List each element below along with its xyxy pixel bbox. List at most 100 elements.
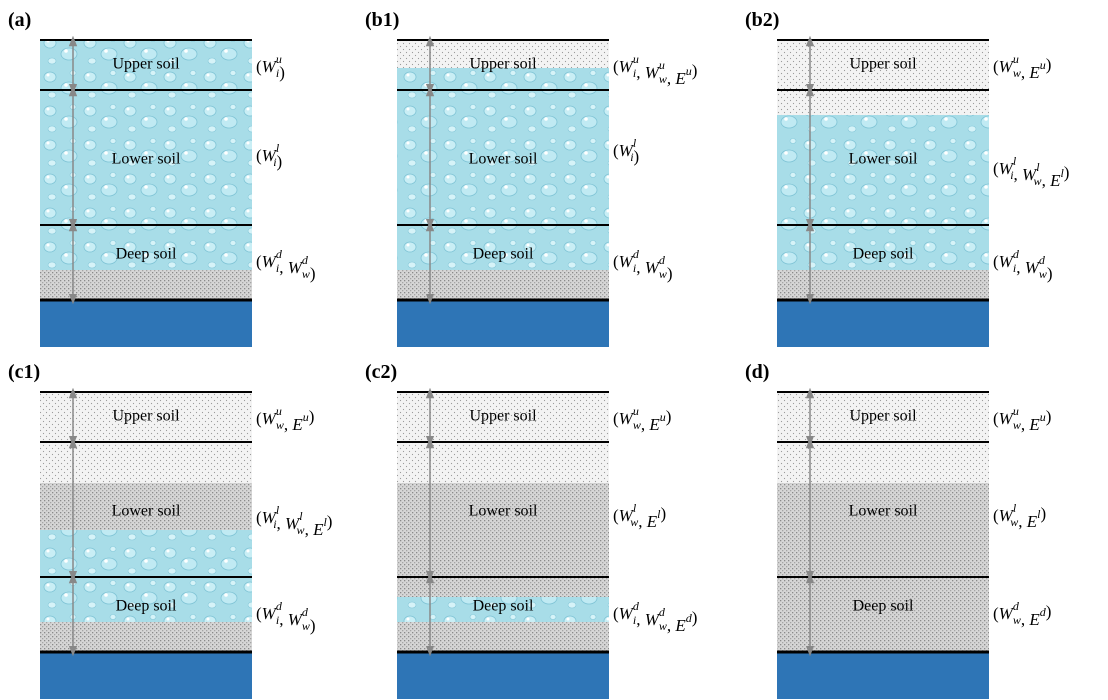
bracket: ) <box>692 61 698 80</box>
soil-fill <box>777 40 989 115</box>
term-base: E <box>1028 610 1040 629</box>
term-sup: d <box>302 253 309 267</box>
separator: , <box>641 415 650 434</box>
separator: , <box>1018 512 1027 531</box>
term-base: E <box>1026 512 1038 531</box>
soil-fill <box>777 270 989 300</box>
separator: , <box>305 520 314 539</box>
panel-label: (d) <box>745 361 769 383</box>
bracket: ) <box>1064 163 1070 182</box>
term-sub: w <box>1010 515 1018 529</box>
layer-name: Deep soil <box>473 598 534 615</box>
bracket: ) <box>660 504 666 523</box>
separator: , <box>636 63 645 82</box>
term-base: E <box>1028 63 1040 82</box>
term-sup: u <box>276 404 282 418</box>
layer-annotation: (Wdw, Ed) <box>993 599 1051 629</box>
layer-name: Lower soil <box>112 151 181 168</box>
term-sub: w <box>297 523 305 537</box>
layer-annotation: (Wlw, El) <box>993 501 1046 531</box>
layer-name: Upper soil <box>849 408 917 425</box>
bracket: ) <box>310 616 316 635</box>
diagram: (a)Upper soil(Wui)Lower soil(Wli)Deep so… <box>0 0 1108 700</box>
layer-annotation: (Wui, Wuw, Eu) <box>613 52 697 88</box>
soil-fill <box>397 483 609 597</box>
term-base: E <box>312 520 324 539</box>
panel: (b1)Upper soil(Wui, Wuw, Eu)Lower soil(W… <box>365 9 697 347</box>
term-sup: u <box>1013 404 1019 418</box>
bracket: ) <box>309 407 315 426</box>
layer-name: Lower soil <box>469 503 538 520</box>
panel-label: (b2) <box>745 9 779 31</box>
bedrock <box>397 652 609 699</box>
term-base: E <box>674 69 686 88</box>
term-sup: u <box>1013 52 1019 66</box>
soil-fill <box>397 68 609 270</box>
bracket: ) <box>277 152 283 171</box>
layer-annotation: (Wli, Wlw, El) <box>993 154 1069 190</box>
panel-label: (c1) <box>8 361 40 383</box>
term-sup: l <box>633 501 637 515</box>
bracket: ) <box>1046 55 1052 74</box>
bracket: ) <box>1040 504 1046 523</box>
soil-fill <box>40 622 252 652</box>
layer-name: Lower soil <box>849 503 918 520</box>
layer-name: Upper soil <box>849 56 917 73</box>
separator: , <box>636 258 645 277</box>
layer-annotation: (Wdi, Wdw) <box>993 247 1053 283</box>
term-sup: l <box>299 509 303 523</box>
soil-fill <box>397 622 609 652</box>
term-sup: u <box>633 404 639 418</box>
bracket: ) <box>666 407 672 426</box>
panel: (c1)Upper soil(Wuw, Eu)Lower soil(Wli, W… <box>8 361 332 699</box>
term-sub: w <box>1039 267 1047 281</box>
term-sub: w <box>276 418 284 432</box>
separator: , <box>636 610 645 629</box>
separator: , <box>638 512 647 531</box>
soil-fill <box>397 392 609 483</box>
term-base: E <box>646 512 658 531</box>
layer-name: Upper soil <box>112 408 180 425</box>
panel-label: (b1) <box>365 9 399 31</box>
panel-label: (a) <box>8 9 31 31</box>
term-sub: w <box>302 267 310 281</box>
term-sub: w <box>1013 418 1021 432</box>
bedrock <box>777 652 989 699</box>
term-base: E <box>648 415 660 434</box>
separator: , <box>1021 63 1030 82</box>
panel: (c2)Upper soil(Wuw, Eu)Lower soil(Wlw, E… <box>365 361 697 699</box>
term-sub: w <box>1034 174 1042 188</box>
bedrock <box>397 300 609 347</box>
term-sub: w <box>1013 66 1021 80</box>
term-sub: w <box>302 619 310 633</box>
term-sup: d <box>302 605 309 619</box>
layer-annotation: (Wlw, El) <box>613 501 666 531</box>
bracket: ) <box>327 512 333 531</box>
term-sub: w <box>659 619 667 633</box>
layer-name: Deep soil <box>853 598 914 615</box>
term-base: E <box>674 616 686 635</box>
term-sup: d <box>659 253 666 267</box>
separator: , <box>279 258 288 277</box>
bracket: ) <box>692 608 698 627</box>
layer-name: Deep soil <box>116 598 177 615</box>
term-sub: w <box>1013 613 1021 627</box>
soil-fill <box>40 392 252 483</box>
layer-name: Deep soil <box>473 246 534 263</box>
separator: , <box>279 610 288 629</box>
term-sub: w <box>630 515 638 529</box>
term-sub: w <box>633 418 641 432</box>
bracket: ) <box>667 264 673 283</box>
layer-name: Deep soil <box>853 246 914 263</box>
term-sub: w <box>659 72 667 86</box>
separator: , <box>1042 171 1051 190</box>
bedrock <box>777 300 989 347</box>
layer-annotation: (Wuw, Eu) <box>613 404 671 434</box>
layer-annotation: (Wuw, Eu) <box>993 404 1051 434</box>
